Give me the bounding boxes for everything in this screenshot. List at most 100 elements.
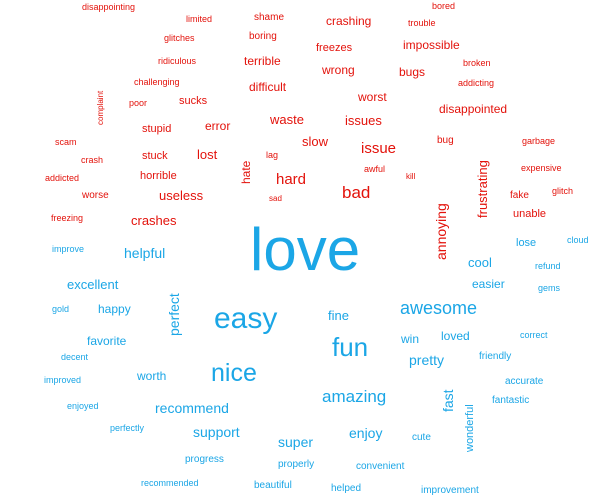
negative-word-issues: issues [345, 113, 382, 128]
positive-word-recommended: recommended [141, 478, 199, 488]
negative-word-crashes: crashes [131, 213, 177, 228]
negative-word-issue: issue [361, 140, 397, 157]
positive-word-improve: improve [52, 244, 85, 254]
positive-word-accurate: accurate [505, 376, 544, 387]
positive-word-loved: loved [441, 329, 470, 343]
negative-word-disappointed: disappointed [439, 102, 508, 116]
negative-word-garbage: garbage [522, 136, 556, 146]
negative-word-limited: limited [186, 14, 213, 24]
positive-word-correct: correct [520, 330, 548, 340]
negative-word-lag: lag [266, 150, 279, 160]
positive-word-support: support [193, 424, 240, 440]
negative-word-lost: lost [197, 147, 218, 162]
negative-word-boring: boring [249, 31, 277, 42]
positive-word-worth: worth [137, 369, 167, 383]
positive-word-perfectly: perfectly [110, 423, 145, 433]
positive-word-gems: gems [538, 283, 561, 293]
positive-word-cute: cute [412, 432, 431, 443]
positive-word-friendly: friendly [479, 351, 512, 362]
negative-word-error: error [205, 119, 231, 133]
positive-word-wonderful: wonderful [464, 404, 476, 452]
negative-word-expensive: expensive [521, 163, 562, 173]
positive-word-enjoy: enjoy [349, 425, 383, 441]
negative-word-bugs: bugs [399, 65, 426, 79]
positive-word-amazing: amazing [322, 387, 387, 406]
negative-word-glitches: glitches [164, 33, 195, 43]
negative-word-frustrating: frustrating [475, 160, 490, 218]
negative-word-difficult: difficult [249, 80, 287, 94]
positive-word-favorite: favorite [87, 334, 127, 348]
negative-word-addicted: addicted [45, 173, 80, 183]
negative-word-slow: slow [302, 134, 329, 149]
positive-word-cool: cool [468, 255, 492, 270]
negative-word-bored: bored [432, 1, 456, 11]
positive-word-awesome: awesome [400, 298, 478, 318]
positive-word-easier: easier [472, 277, 505, 291]
negative-word-horrible: horrible [140, 170, 177, 182]
positive-word-helped: helped [331, 483, 362, 494]
negative-word-hard: hard [276, 171, 307, 188]
positive-word-refund: refund [535, 261, 561, 271]
positive-word-lose: lose [516, 237, 537, 249]
negative-word-complaint: complaint [96, 90, 105, 125]
positive-word-win: win [401, 332, 420, 346]
negative-word-kill: kill [406, 172, 416, 181]
negative-word-awful: awful [364, 164, 386, 174]
negative-word-ridiculous: ridiculous [158, 56, 197, 66]
negative-word-trouble: trouble [408, 18, 436, 28]
positive-word-enjoyed: enjoyed [67, 401, 99, 411]
negative-word-shame: shame [254, 12, 285, 23]
positive-word-properly: properly [278, 459, 315, 470]
negative-word-bug: bug [437, 135, 454, 146]
negative-word-sad: sad [269, 194, 282, 203]
negative-word-freezes: freezes [316, 42, 353, 54]
positive-word-excellent: excellent [67, 277, 119, 292]
negative-word-waste: waste [270, 112, 304, 127]
negative-word-fake: fake [510, 190, 529, 201]
positive-word-love: love [250, 216, 361, 283]
negative-word-crashing: crashing [326, 14, 372, 28]
negative-word-terrible: terrible [244, 54, 281, 68]
positive-word-improved: improved [44, 375, 82, 385]
negative-word-annoying: annoying [433, 203, 449, 260]
negative-word-worst: worst [358, 90, 387, 104]
positive-word-cloud: cloud [567, 235, 589, 245]
negative-word-unable: unable [513, 208, 547, 220]
negative-word-crash: crash [81, 155, 104, 165]
negative-word-wrong: wrong [322, 63, 355, 77]
negative-word-addicting: addicting [458, 78, 495, 88]
positive-word-pretty: pretty [409, 352, 445, 368]
negative-word-bad: bad [342, 183, 371, 202]
positive-word-easy: easy [214, 302, 278, 335]
negative-word-stupid: stupid [142, 123, 172, 135]
positive-word-convenient: convenient [356, 461, 405, 472]
positive-word-helpful: helpful [124, 245, 166, 261]
positive-word-fast: fast [440, 389, 456, 412]
negative-word-useless: useless [159, 188, 204, 203]
negative-word-impossible: impossible [403, 38, 460, 52]
positive-word-recommend: recommend [155, 400, 229, 416]
negative-word-scam: scam [55, 137, 77, 147]
positive-word-improvement: improvement [421, 485, 479, 496]
negative-word-disappointing: disappointing [82, 2, 136, 12]
negative-word-broken: broken [463, 58, 491, 68]
positive-word-gold: gold [52, 304, 70, 314]
positive-word-happy: happy [98, 302, 131, 316]
positive-word-progress: progress [185, 454, 224, 465]
positive-word-fine: fine [328, 308, 349, 323]
negative-word-poor: poor [129, 98, 148, 108]
negative-word-stuck: stuck [142, 150, 168, 162]
positive-word-fun: fun [332, 332, 369, 362]
negative-word-hate: hate [239, 160, 253, 184]
positive-word-super: super [278, 434, 314, 450]
negative-word-sucks: sucks [179, 95, 208, 107]
negative-word-challenging: challenging [134, 77, 180, 87]
positive-word-decent: decent [61, 352, 89, 362]
negative-word-worse: worse [82, 190, 109, 201]
negative-word-glitch: glitch [552, 186, 574, 196]
positive-word-beautiful: beautiful [254, 480, 292, 491]
positive-word-nice: nice [211, 359, 257, 387]
negative-word-freezing: freezing [51, 213, 84, 223]
positive-word-fantastic: fantastic [492, 395, 530, 406]
